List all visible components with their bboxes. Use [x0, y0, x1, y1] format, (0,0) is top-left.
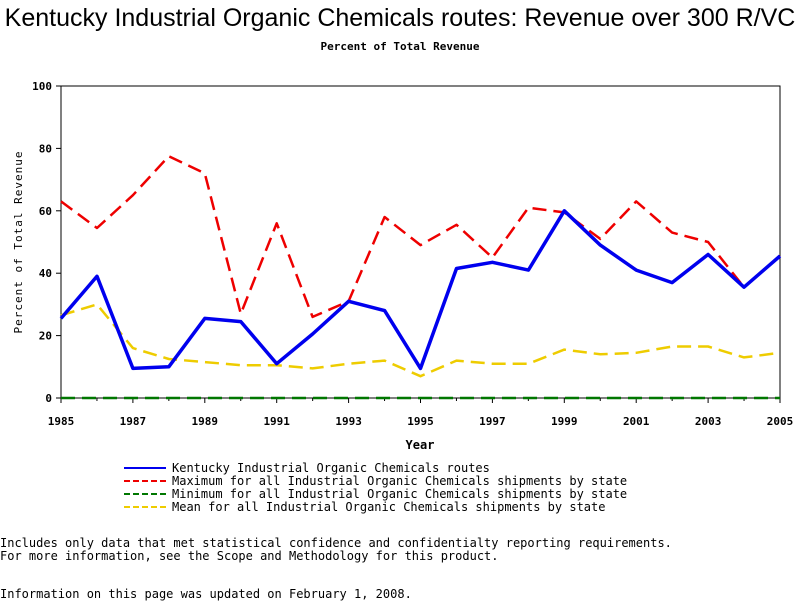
x-tick-label: 2005 — [767, 415, 794, 428]
x-tick-label: 1993 — [335, 415, 362, 428]
legend-item: Mean for all Industrial Organic Chemical… — [124, 499, 627, 514]
x-tick-label: 1985 — [48, 415, 75, 428]
x-axis-label: Year — [406, 438, 435, 452]
y-tick-label: 0 — [45, 392, 52, 405]
legend-label: Maximum for all Industrial Organic Chemi… — [172, 473, 628, 488]
legend-label: Kentucky Industrial Organic Chemicals ro… — [172, 460, 490, 475]
x-tick-label: 1991 — [263, 415, 290, 428]
plot-frame — [60, 85, 781, 399]
legend-swatch-kentucky — [124, 466, 166, 469]
chart-subtitle: Percent of Total Revenue — [320, 40, 480, 53]
legend-item: Minimum for all Industrial Organic Chemi… — [124, 486, 628, 501]
legend-label: Mean for all Industrial Organic Chemical… — [172, 499, 606, 514]
footnote-methodology: For more information, see the Scope and … — [0, 549, 499, 563]
x-tick-label: 1987 — [120, 415, 147, 428]
y-tick-label: 100 — [32, 80, 52, 93]
x-tick-label: 1997 — [479, 415, 506, 428]
legend-swatch-minimum — [124, 492, 166, 495]
y-axis-label: Percent of Total Revenue — [12, 151, 25, 334]
y-tick-label: 40 — [39, 267, 52, 280]
x-tick-label: 2001 — [623, 415, 650, 428]
x-tick-label: 1989 — [192, 415, 219, 428]
chart-title: Kentucky Industrial Organic Chemicals ro… — [4, 4, 796, 32]
y-tick-label: 80 — [39, 142, 52, 155]
legend-item: Kentucky Industrial Organic Chemicals ro… — [124, 460, 627, 475]
series-line-maximum — [60, 154, 781, 319]
legend: Kentucky Industrial Organic Chemicals ro… — [124, 460, 628, 514]
legend-swatch-maximum — [124, 479, 166, 482]
y-tick-label: 20 — [39, 330, 52, 343]
x-tick-label: 1995 — [407, 415, 434, 428]
series-line-kentucky — [59, 209, 782, 371]
x-tick-label: 2003 — [695, 415, 722, 428]
footnote-confidentiality: Includes only data that met statistical … — [0, 536, 672, 550]
legend-swatch-mean — [124, 505, 166, 508]
y-tick-label: 60 — [39, 205, 52, 218]
legend-item: Maximum for all Industrial Organic Chemi… — [124, 473, 628, 488]
series-layer — [59, 154, 782, 400]
series-line-mean — [60, 303, 781, 378]
legend-label: Minimum for all Industrial Organic Chemi… — [172, 486, 628, 501]
axis-layer: 0 20 40 60 80 100 1985 1987 1989 1991 1993 1995 1997… — [32, 80, 793, 428]
x-tick-label: 1999 — [551, 415, 578, 428]
line-chart: 0 20 40 60 80 100 1985 1987 1989 1991 1993 1995 1997… — [12, 80, 793, 452]
footnote-updated: Information on this page was updated on … — [0, 587, 412, 601]
